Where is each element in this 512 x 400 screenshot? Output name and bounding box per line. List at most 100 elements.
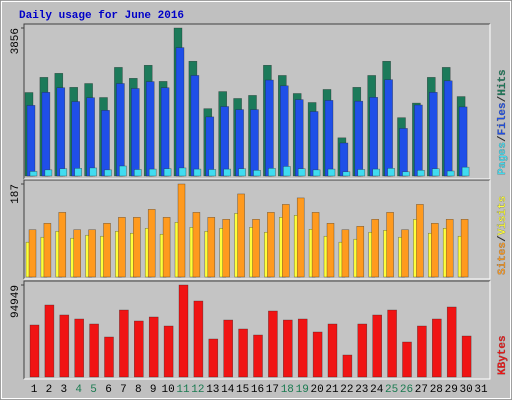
plot-frame [24, 281, 491, 380]
chart-title: Daily usage for June 2016 [19, 10, 184, 22]
legend-separator: / [497, 235, 509, 242]
bar [432, 318, 442, 378]
y-tick-label: 3856 [10, 28, 22, 54]
plot-frame [24, 180, 491, 280]
bar [384, 79, 393, 177]
x-tick-label: 7 [120, 384, 127, 396]
bar [386, 212, 394, 278]
bar [401, 229, 409, 278]
bar [208, 338, 219, 378]
bar [354, 100, 364, 177]
bar [417, 169, 425, 177]
x-tick-label: 8 [135, 384, 142, 396]
bar [119, 309, 129, 378]
bar [163, 168, 172, 177]
bar [417, 325, 427, 378]
bar [253, 334, 263, 378]
bar [458, 106, 468, 177]
bar [369, 97, 378, 177]
bar [237, 193, 245, 278]
x-tick-label: 27 [415, 384, 428, 396]
bar [205, 116, 215, 177]
bar [74, 168, 82, 177]
bar [414, 104, 423, 177]
bar [387, 168, 395, 177]
bar [74, 318, 84, 378]
x-tick-label: 28 [430, 384, 443, 396]
bar [101, 110, 110, 177]
bar [432, 168, 440, 177]
x-tick-label: 4 [75, 384, 82, 396]
plot-frame [23, 179, 490, 279]
legend: Pages/Files/Hits [497, 69, 509, 175]
bar [28, 229, 37, 278]
bar [372, 314, 382, 378]
bar [178, 167, 187, 177]
bar [402, 171, 410, 177]
bar [461, 335, 472, 378]
bar [220, 106, 229, 177]
bar [252, 219, 260, 278]
bar [268, 168, 276, 177]
bar [235, 109, 244, 177]
bar [446, 170, 455, 177]
x-tick-label: 6 [105, 384, 112, 396]
bar [416, 204, 424, 278]
x-tick-label: 17 [266, 384, 279, 396]
bar [283, 166, 291, 177]
bar [41, 92, 51, 177]
x-tick-label: 26 [400, 384, 413, 396]
bar [250, 109, 259, 177]
x-tick-label: 13 [206, 384, 219, 396]
bar [341, 229, 350, 278]
bar [160, 87, 170, 177]
x-tick-label: 16 [251, 384, 264, 396]
bar [297, 318, 308, 378]
bar [327, 168, 336, 177]
bar [148, 168, 157, 177]
legend: Sites/Visits [497, 196, 509, 275]
bar [280, 85, 289, 177]
y-tick-label: 187 [10, 184, 22, 204]
bar [282, 204, 290, 278]
x-tick-label: 9 [150, 384, 157, 396]
plot-frame [23, 23, 490, 179]
x-tick-label: 23 [355, 384, 368, 396]
bar [268, 310, 278, 378]
bar [399, 128, 408, 177]
bar [208, 169, 217, 177]
bar [460, 219, 469, 278]
legend-separator: / [497, 95, 509, 102]
x-tick-label: 5 [90, 384, 97, 396]
bar [175, 47, 185, 177]
bar [372, 168, 380, 177]
bar [402, 341, 412, 378]
bar [145, 81, 155, 177]
x-tick-label: 3 [60, 384, 67, 396]
bar [326, 223, 335, 278]
x-tick-label: 20 [310, 384, 323, 396]
bar [223, 168, 231, 177]
bar [327, 323, 338, 378]
bar [190, 75, 200, 177]
bar [443, 80, 453, 177]
bar [177, 183, 186, 278]
x-tick-label: 15 [236, 384, 249, 396]
bar [265, 79, 274, 177]
x-tick-label: 19 [296, 384, 309, 396]
bar [223, 319, 233, 378]
bar [238, 168, 246, 177]
bar [312, 331, 323, 378]
bar [446, 306, 457, 378]
bar [26, 105, 36, 177]
x-tick-label: 25 [385, 384, 398, 396]
x-tick-label: 31 [474, 384, 488, 396]
bar [324, 100, 334, 177]
y-tick-label: 94949 [10, 285, 22, 318]
legend-entry: Pages [497, 142, 509, 175]
bar [44, 169, 53, 177]
bar [162, 217, 171, 278]
bar [163, 325, 174, 378]
x-tick-label: 29 [445, 384, 458, 396]
